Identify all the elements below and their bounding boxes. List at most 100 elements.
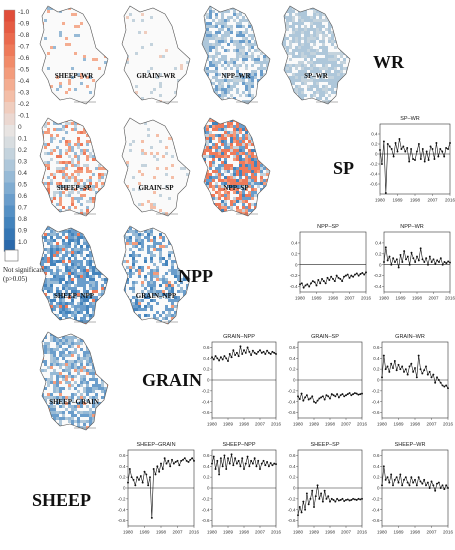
data-point [339, 498, 342, 501]
data-point [320, 396, 323, 399]
data-point [267, 465, 270, 468]
legend-tick-label: 0.1 [18, 136, 27, 143]
y-tick-label: -0.6 [288, 518, 296, 523]
data-point [147, 484, 150, 487]
y-tick-label: 0 [379, 262, 382, 267]
data-point [318, 497, 321, 500]
data-point [432, 258, 435, 261]
data-point [264, 352, 267, 355]
data-point [348, 499, 351, 502]
data-point [326, 276, 329, 279]
data-point [361, 497, 363, 500]
x-tick-label: 1989 [223, 422, 234, 427]
data-point [302, 399, 305, 402]
data-point [336, 497, 339, 500]
data-point [257, 459, 260, 462]
map-outline [281, 5, 351, 105]
legend-tick-label: -1.0 [18, 9, 30, 16]
x-tick-label: 2016 [189, 530, 200, 535]
data-point [253, 351, 256, 354]
data-point [441, 150, 444, 153]
data-point [419, 158, 422, 160]
y-tick-label: 0.4 [373, 464, 380, 469]
data-point [395, 369, 398, 372]
line-chart-panel: GRAIN–SP -0.6 -0.4 -0.2 0 0.2 0.4 0.6 1980 1989 19… [288, 334, 368, 427]
map-panel: GRAIN–NPP [121, 225, 191, 325]
data-point [275, 463, 277, 466]
x-tick-label: 2016 [357, 422, 368, 427]
y-tick-label: -0.2 [290, 273, 298, 278]
data-point [330, 497, 333, 500]
data-point [343, 395, 346, 398]
data-point [341, 280, 344, 283]
data-point [336, 393, 339, 396]
data-point [332, 277, 334, 280]
data-point [401, 261, 404, 263]
data-point [308, 285, 311, 288]
legend-tick-label: 1.0 [18, 239, 27, 246]
map-outline [201, 5, 271, 105]
data-point [359, 393, 362, 396]
data-point [227, 360, 229, 362]
data-point [428, 487, 431, 489]
data-point [330, 275, 333, 278]
y-tick-label: -0.4 [288, 399, 296, 404]
data-point [403, 370, 405, 373]
map-panel-label: NPP–SP [223, 184, 249, 192]
data-point [379, 149, 381, 151]
map-panel-label: SHEEP–NPP [54, 292, 95, 300]
data-point [337, 499, 340, 502]
data-point [447, 148, 450, 150]
x-tick-label: 2016 [271, 530, 282, 535]
map-outline [39, 225, 109, 325]
data-point [232, 349, 235, 352]
map-outline [201, 117, 271, 217]
x-tick-label: 1989 [139, 530, 150, 535]
y-tick-label: 0.2 [373, 475, 380, 480]
data-point [130, 476, 133, 479]
x-tick-label: 2016 [445, 296, 455, 301]
data-point [350, 274, 353, 277]
x-tick-label: 2007 [341, 422, 352, 427]
data-point [396, 150, 399, 153]
y-tick-label: 0.2 [289, 367, 296, 372]
y-tick-label: 0.4 [203, 356, 210, 361]
row-label-sheep: SHEEP [32, 490, 92, 510]
row-label-grain: GRAIN [142, 370, 203, 390]
data-point [321, 395, 324, 398]
data-point [223, 355, 226, 358]
data-point [239, 465, 242, 468]
data-point [255, 352, 258, 355]
data-point [255, 465, 258, 468]
data-point [337, 276, 340, 279]
line-chart-panel: NPP–WR -0.4 -0.2 0 0.2 0.4 1980 1989 1998 2007 201… [374, 224, 455, 301]
legend-swatch [4, 159, 15, 171]
data-point [443, 385, 446, 388]
legend-swatch [4, 194, 15, 206]
map-panel-label: GRAIN–WR [137, 72, 177, 80]
data-point [221, 358, 224, 361]
data-point [343, 275, 345, 278]
data-point [397, 266, 400, 269]
data-point [239, 345, 242, 348]
legend-tick-label: -0.1 [18, 113, 30, 120]
x-tick-label: 2007 [172, 530, 183, 535]
data-point [403, 250, 406, 253]
y-tick-label: 0.6 [119, 453, 126, 458]
data-point [251, 462, 254, 465]
x-tick-label: 1989 [393, 530, 404, 535]
data-point [421, 372, 424, 375]
data-point [328, 279, 331, 281]
data-point [419, 247, 422, 250]
x-tick-label: 1998 [410, 198, 421, 203]
x-tick-label: 1989 [309, 530, 320, 535]
data-point [393, 360, 396, 362]
x-tick-label: 2007 [344, 296, 355, 301]
data-point [345, 498, 347, 501]
y-tick-label: -0.2 [372, 496, 380, 501]
legend-tick-label: 0.9 [18, 228, 27, 235]
data-point [353, 498, 356, 501]
data-point [218, 473, 221, 476]
data-point [431, 148, 434, 150]
data-point [352, 497, 355, 500]
